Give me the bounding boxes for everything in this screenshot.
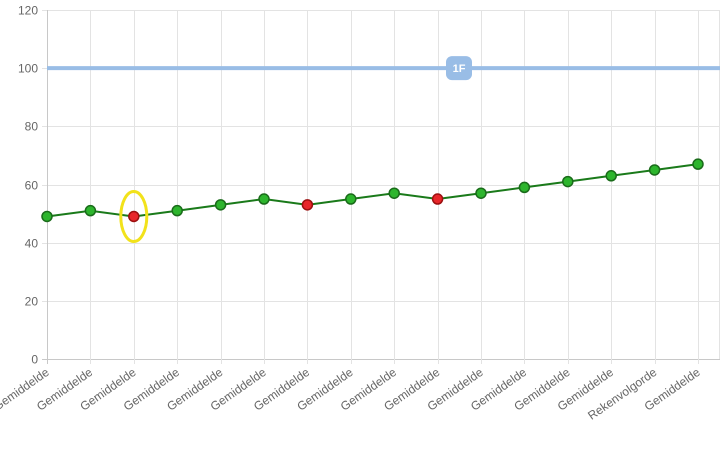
y-tick-label: 60 [25, 179, 39, 193]
reference-line: 1F [47, 56, 720, 81]
data-point [214, 199, 227, 211]
data-point [648, 164, 661, 176]
y-tick-label: 40 [25, 237, 39, 251]
data-point [84, 204, 97, 217]
data-point [605, 170, 617, 182]
data-point [518, 181, 531, 194]
data-point [41, 210, 53, 223]
y-tick-label: 0 [31, 353, 38, 367]
reference-label: 1F [453, 63, 466, 75]
y-axis: 0 20 40 60 80 100 120 [18, 4, 38, 367]
y-tick-label: 100 [18, 62, 38, 76]
data-point [562, 175, 574, 188]
data-point [692, 158, 704, 170]
y-tick-label: 20 [25, 295, 39, 309]
data-point [475, 187, 487, 199]
series [41, 158, 704, 243]
data-point [128, 210, 140, 223]
data-point [431, 193, 444, 205]
data-point [345, 193, 357, 205]
series-line [46, 163, 699, 218]
data-point [388, 187, 400, 199]
data-point [258, 193, 270, 205]
reference-label-badge [446, 56, 472, 81]
y-tick-label: 80 [25, 120, 39, 134]
data-point [301, 199, 314, 211]
x-axis: GemiddeldeGemiddeldeGemiddeldeGemiddelde… [0, 365, 703, 423]
highlight-ellipse [119, 189, 149, 243]
y-tick-label: 120 [18, 4, 38, 18]
data-point [171, 204, 183, 217]
grid [42, 10, 720, 364]
